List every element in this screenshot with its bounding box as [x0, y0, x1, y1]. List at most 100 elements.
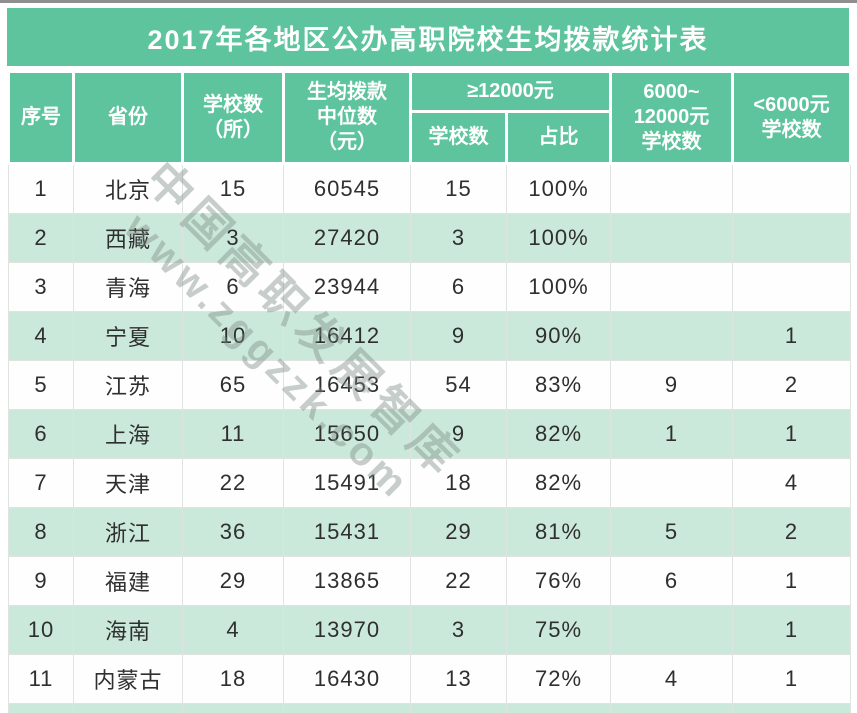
table-cell-province: 海南	[73, 605, 183, 655]
table-cell-schools: 29	[182, 556, 284, 606]
table-row-partial	[8, 703, 851, 713]
table-cell-province: 浙江	[73, 507, 183, 557]
table-cell-lt_schools	[732, 163, 851, 214]
table-cell-lt_schools: 2	[732, 507, 851, 557]
table-cell-schools: 15	[182, 163, 284, 214]
top-edge-line	[0, 0, 857, 3]
table-cell-lt_schools	[732, 213, 851, 263]
table-cell-schools: 65	[182, 360, 284, 410]
table-cell-median: 27420	[283, 213, 411, 263]
table-cell-mid_schools: 4	[610, 654, 733, 704]
table-cell-ge_schools: 9	[410, 311, 507, 361]
table-cell-median: 13865	[283, 556, 411, 606]
table-row: 10 海南 4 13970 3 75% 1	[8, 605, 851, 655]
table-cell-lt_schools: 1	[732, 556, 851, 606]
table-cell-index: 1	[8, 163, 74, 214]
table-cell-ge_schools: 54	[410, 360, 507, 410]
table-cell-province: 天津	[73, 458, 183, 508]
table-cell-ge_schools: 18	[410, 458, 507, 508]
header-mid-6000-12000: 6000~ 12000元 学校数	[609, 70, 734, 165]
table-cell-median: 15491	[283, 458, 411, 508]
table-cell-index: 2	[8, 213, 74, 263]
table-cell-ge_ratio: 75%	[506, 605, 611, 655]
table-cell-ge_ratio: 83%	[506, 360, 611, 410]
table-header: 序号 省份 学校数 （所） 生均拨款 中位数 （元） ≥12000元 6000~…	[7, 70, 852, 165]
table-cell-province: 内蒙古	[73, 654, 183, 704]
table-cell-province: 江苏	[73, 360, 183, 410]
funding-stats-table: 序号 省份 学校数 （所） 生均拨款 中位数 （元） ≥12000元 6000~…	[7, 70, 852, 713]
header-school-count: 学校数 （所）	[181, 70, 285, 165]
table-cell-median: 16430	[283, 654, 411, 704]
table-cell-ge_ratio: 72%	[506, 654, 611, 704]
table-cell-lt_schools	[732, 262, 851, 312]
table-cell-schools: 6	[182, 262, 284, 312]
table-cell-ge_ratio: 82%	[506, 458, 611, 508]
table-cell-schools: 36	[182, 507, 284, 557]
table-cell-ge_schools: 22	[410, 556, 507, 606]
table-cell-median: 16453	[283, 360, 411, 410]
table-row: 6 上海 11 15650 9 82% 1 1	[8, 409, 851, 459]
table-cell-empty	[283, 703, 411, 713]
table-cell-mid_schools: 1	[610, 409, 733, 459]
table-body: 1 北京 15 60545 15 100% 2 西藏 3 27420 3 100% 3 青海 6 23944 6…	[8, 163, 851, 713]
table-cell-mid_schools	[610, 311, 733, 361]
header-median-funding: 生均拨款 中位数 （元）	[282, 70, 412, 165]
table-cell-index: 8	[8, 507, 74, 557]
table-cell-province: 福建	[73, 556, 183, 606]
table-cell-ge_ratio: 100%	[506, 262, 611, 312]
table-cell-mid_schools: 9	[610, 360, 733, 410]
table-cell-province: 宁夏	[73, 311, 183, 361]
table-cell-empty	[73, 703, 183, 713]
table-cell-ge_schools: 29	[410, 507, 507, 557]
table-cell-median: 15650	[283, 409, 411, 459]
table-cell-schools: 11	[182, 409, 284, 459]
header-ge12000-group: ≥12000元	[409, 70, 612, 113]
table-cell-lt_schools: 1	[732, 654, 851, 704]
table-cell-lt_schools: 1	[732, 409, 851, 459]
table-cell-province: 青海	[73, 262, 183, 312]
table-cell-province: 北京	[73, 163, 183, 214]
table-cell-empty	[506, 703, 611, 713]
table-cell-ge_ratio: 81%	[506, 507, 611, 557]
table-cell-lt_schools: 1	[732, 605, 851, 655]
header-ge12000-ratio: 占比	[505, 110, 612, 165]
table-cell-mid_schools	[610, 458, 733, 508]
table-cell-schools: 22	[182, 458, 284, 508]
table-cell-empty	[610, 703, 733, 713]
table-row: 8 浙江 36 15431 29 81% 5 2	[8, 507, 851, 557]
table-cell-index: 4	[8, 311, 74, 361]
table-cell-schools: 3	[182, 213, 284, 263]
table-row: 4 宁夏 10 16412 9 90% 1	[8, 311, 851, 361]
table-cell-province: 西藏	[73, 213, 183, 263]
table-cell-empty	[8, 703, 74, 713]
table-cell-index: 3	[8, 262, 74, 312]
table-cell-index: 10	[8, 605, 74, 655]
table-cell-lt_schools: 1	[732, 311, 851, 361]
table-row: 11 内蒙古 18 16430 13 72% 4 1	[8, 654, 851, 704]
table-cell-ge_ratio: 100%	[506, 163, 611, 214]
table-cell-schools: 4	[182, 605, 284, 655]
table-title-bar: 2017年各地区公办高职院校生均拨款统计表	[7, 8, 849, 66]
table-cell-mid_schools: 5	[610, 507, 733, 557]
table-cell-mid_schools	[610, 262, 733, 312]
table-cell-ge_ratio: 76%	[506, 556, 611, 606]
table-cell-ge_schools: 13	[410, 654, 507, 704]
header-province: 省份	[72, 70, 184, 165]
table-cell-index: 7	[8, 458, 74, 508]
table-cell-ge_ratio: 90%	[506, 311, 611, 361]
table-cell-ge_schools: 3	[410, 213, 507, 263]
table-cell-median: 13970	[283, 605, 411, 655]
table-cell-lt_schools: 2	[732, 360, 851, 410]
table-cell-ge_schools: 3	[410, 605, 507, 655]
table-row: 5 江苏 65 16453 54 83% 9 2	[8, 360, 851, 410]
table-cell-mid_schools: 6	[610, 556, 733, 606]
table-cell-ge_schools: 9	[410, 409, 507, 459]
table-cell-median: 60545	[283, 163, 411, 214]
table-cell-median: 23944	[283, 262, 411, 312]
header-lt6000: <6000元 学校数	[731, 70, 852, 165]
table-cell-province: 上海	[73, 409, 183, 459]
table-cell-median: 16412	[283, 311, 411, 361]
table-cell-index: 6	[8, 409, 74, 459]
table-cell-index: 9	[8, 556, 74, 606]
